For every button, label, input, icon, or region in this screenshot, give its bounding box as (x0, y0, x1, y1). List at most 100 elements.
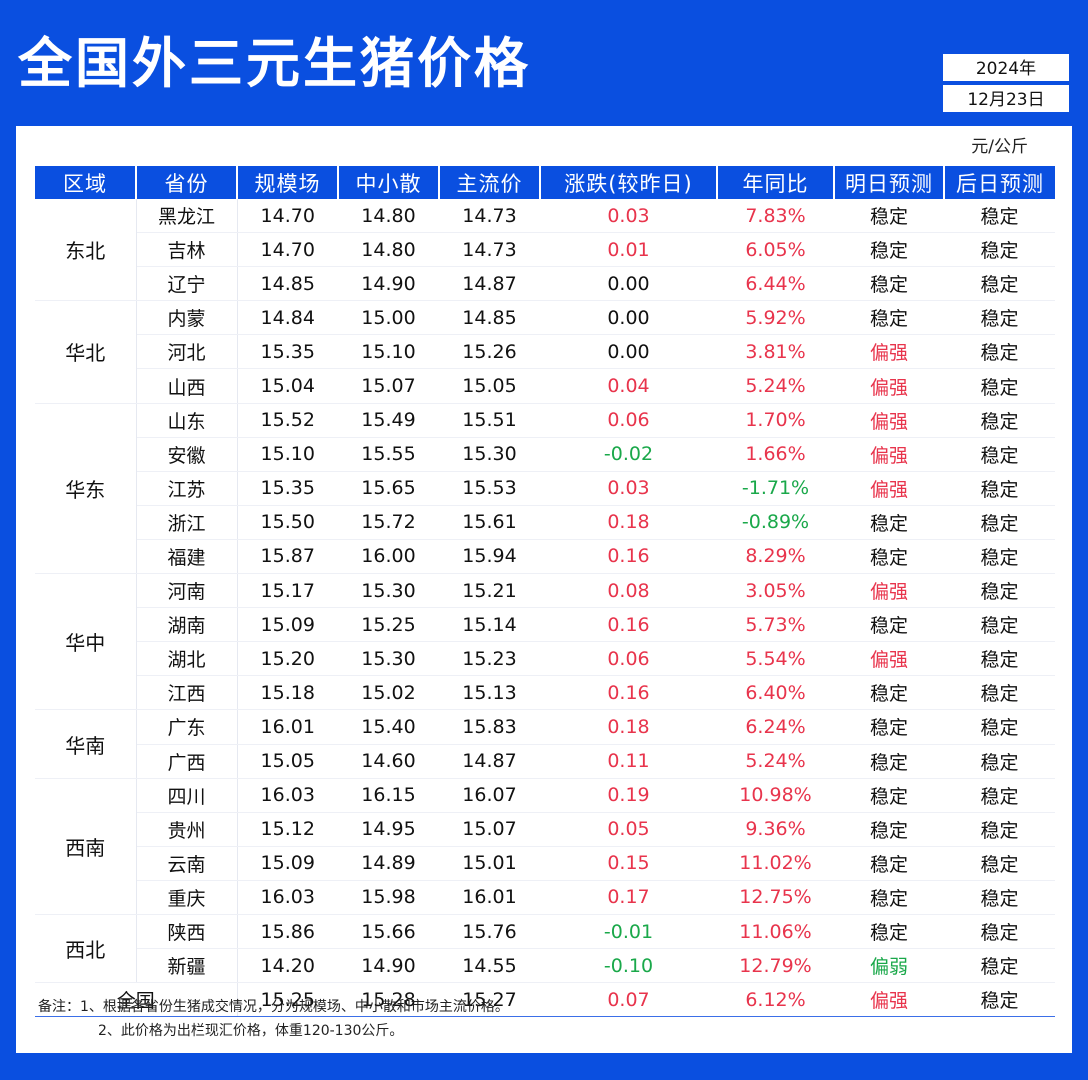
main-price-cell: 15.76 (439, 914, 540, 950)
small-farm-cell: 14.89 (338, 846, 439, 881)
table-header-row: 区域 省份 规模场 中小散 主流价 涨跌(较昨日) 年同比 明日预测 后日预测 (35, 166, 1055, 199)
table-row: 福建 15.87 16.00 15.94 0.16 8.29% 稳定 稳定 (35, 539, 1055, 575)
small-farm-cell: 14.90 (338, 948, 439, 984)
province-cell: 重庆 (136, 880, 238, 915)
large-farm-cell: 15.04 (237, 368, 338, 404)
province-cell: 江西 (136, 675, 238, 711)
forecast-tomorrow-cell: 稳定 (834, 300, 944, 336)
province-cell: 山东 (136, 403, 238, 438)
forecast-day-after-cell: 稳定 (944, 675, 1055, 711)
price-panel: 元/公斤 区域 省份 规模场 中小散 主流价 涨跌(较昨日) 年同比 明日预测 … (16, 126, 1072, 1053)
forecast-day-after-cell: 稳定 (944, 744, 1055, 779)
small-farm-cell: 15.00 (338, 300, 439, 336)
forecast-day-after-cell: 稳定 (944, 266, 1055, 302)
header-forecast-day-after: 后日预测 (943, 166, 1055, 199)
forecast-day-after-cell: 稳定 (944, 846, 1055, 881)
large-farm-cell: 15.12 (237, 812, 338, 847)
change-cell: 0.00 (540, 334, 717, 370)
change-cell: 0.00 (540, 300, 717, 336)
main-price-cell: 14.73 (439, 232, 540, 268)
large-farm-cell: 15.35 (237, 334, 338, 370)
province-cell: 浙江 (136, 505, 238, 540)
small-farm-cell: 15.30 (338, 573, 439, 609)
yoy-cell: 5.54% (717, 641, 834, 677)
table-row: 华中 河南 15.17 15.30 15.21 0.08 3.05% 偏强 稳定 (35, 573, 1055, 711)
forecast-day-after-cell: 稳定 (944, 199, 1055, 234)
yoy-cell: 12.79% (717, 948, 834, 984)
region-cell: 华东 (35, 403, 137, 575)
change-cell: 0.00 (540, 266, 717, 302)
forecast-tomorrow-cell: 稳定 (834, 539, 944, 575)
table-row: 云南 15.09 14.89 15.01 0.15 11.02% 稳定 稳定 (35, 846, 1055, 881)
large-farm-cell: 15.35 (237, 471, 338, 506)
province-cell: 贵州 (136, 812, 238, 847)
large-farm-cell: 16.03 (237, 880, 338, 915)
forecast-day-after-cell: 稳定 (944, 607, 1055, 643)
change-cell: 0.16 (540, 675, 717, 711)
forecast-tomorrow-cell: 偏强 (834, 334, 944, 370)
main-price-cell: 15.01 (439, 846, 540, 881)
yoy-cell: 1.70% (717, 403, 834, 438)
main-price-cell: 15.30 (439, 437, 540, 472)
table-row: 重庆 16.03 15.98 16.01 0.17 12.75% 稳定 稳定 (35, 880, 1055, 915)
main-price-cell: 16.07 (439, 778, 540, 813)
main-price-cell: 15.83 (439, 709, 540, 745)
large-farm-cell: 15.87 (237, 539, 338, 575)
province-cell: 广东 (136, 709, 238, 745)
forecast-day-after-cell: 稳定 (944, 948, 1055, 984)
province-cell: 辽宁 (136, 266, 238, 302)
small-farm-cell: 16.00 (338, 539, 439, 575)
note-line-2: 2、此价格为出栏现汇价格，体重120-130公斤。 (98, 1023, 404, 1039)
small-farm-cell: 15.28 (338, 982, 439, 1018)
small-farm-cell: 14.95 (338, 812, 439, 847)
table-row: 湖南 15.09 15.25 15.14 0.16 5.73% 稳定 稳定 (35, 607, 1055, 643)
forecast-day-after-cell: 稳定 (944, 403, 1055, 438)
change-cell: -0.10 (540, 948, 717, 984)
change-cell: 0.19 (540, 778, 717, 813)
main-price-cell: 15.23 (439, 641, 540, 677)
change-cell: 0.16 (540, 607, 717, 643)
yoy-cell: 3.81% (717, 334, 834, 370)
forecast-day-after-cell: 稳定 (944, 982, 1055, 1018)
main-price-cell: 15.05 (439, 368, 540, 404)
main-price-cell: 14.87 (439, 266, 540, 302)
large-farm-cell: 15.50 (237, 505, 338, 540)
national-label: 全国 (35, 982, 238, 1018)
table-row: 华东 山东 15.52 15.49 15.51 0.06 1.70% 偏强 稳定 (35, 403, 1055, 575)
province-cell: 湖北 (136, 641, 238, 677)
yoy-cell: 6.12% (717, 982, 834, 1018)
forecast-tomorrow-cell: 稳定 (834, 199, 944, 234)
province-cell: 四川 (136, 778, 238, 813)
change-cell: 0.16 (540, 539, 717, 575)
large-farm-cell: 15.20 (237, 641, 338, 677)
province-cell: 广西 (136, 744, 238, 779)
forecast-day-after-cell: 稳定 (944, 368, 1055, 404)
main-price-cell: 14.85 (439, 300, 540, 336)
main-price-cell: 14.55 (439, 948, 540, 984)
small-farm-cell: 15.10 (338, 334, 439, 370)
table-row: 广西 15.05 14.60 14.87 0.11 5.24% 稳定 稳定 (35, 744, 1055, 779)
small-farm-cell: 15.40 (338, 709, 439, 745)
forecast-day-after-cell: 稳定 (944, 300, 1055, 336)
province-cell: 河北 (136, 334, 238, 370)
main-price-cell: 15.13 (439, 675, 540, 711)
table-row: 西北 陕西 15.86 15.66 15.76 -0.01 11.06% 稳定 稳定 (35, 914, 1055, 984)
yoy-cell: 6.40% (717, 675, 834, 711)
table-row: 新疆 14.20 14.90 14.55 -0.10 12.79% 偏弱 稳定 (35, 948, 1055, 984)
small-farm-cell: 15.65 (338, 471, 439, 506)
forecast-day-after-cell: 稳定 (944, 539, 1055, 575)
large-farm-cell: 15.25 (237, 982, 338, 1018)
main-price-cell: 15.61 (439, 505, 540, 540)
note-line-1: 备注：1、根据各省份生猪成交情况，分为规模场、中小散和市场主流价格。 (38, 999, 509, 1015)
main-price-cell: 14.87 (439, 744, 540, 779)
main-price-cell: 15.27 (439, 982, 540, 1018)
change-cell: 0.06 (540, 403, 717, 438)
change-cell: 0.07 (540, 982, 717, 1018)
forecast-tomorrow-cell: 稳定 (834, 846, 944, 881)
table-row: 华南 广东 16.01 15.40 15.83 0.18 6.24% 稳定 稳定 (35, 709, 1055, 779)
forecast-tomorrow-cell: 稳定 (834, 266, 944, 302)
forecast-day-after-cell: 稳定 (944, 505, 1055, 540)
large-farm-cell: 15.05 (237, 744, 338, 779)
small-farm-cell: 15.25 (338, 607, 439, 643)
change-cell: 0.03 (540, 199, 717, 234)
